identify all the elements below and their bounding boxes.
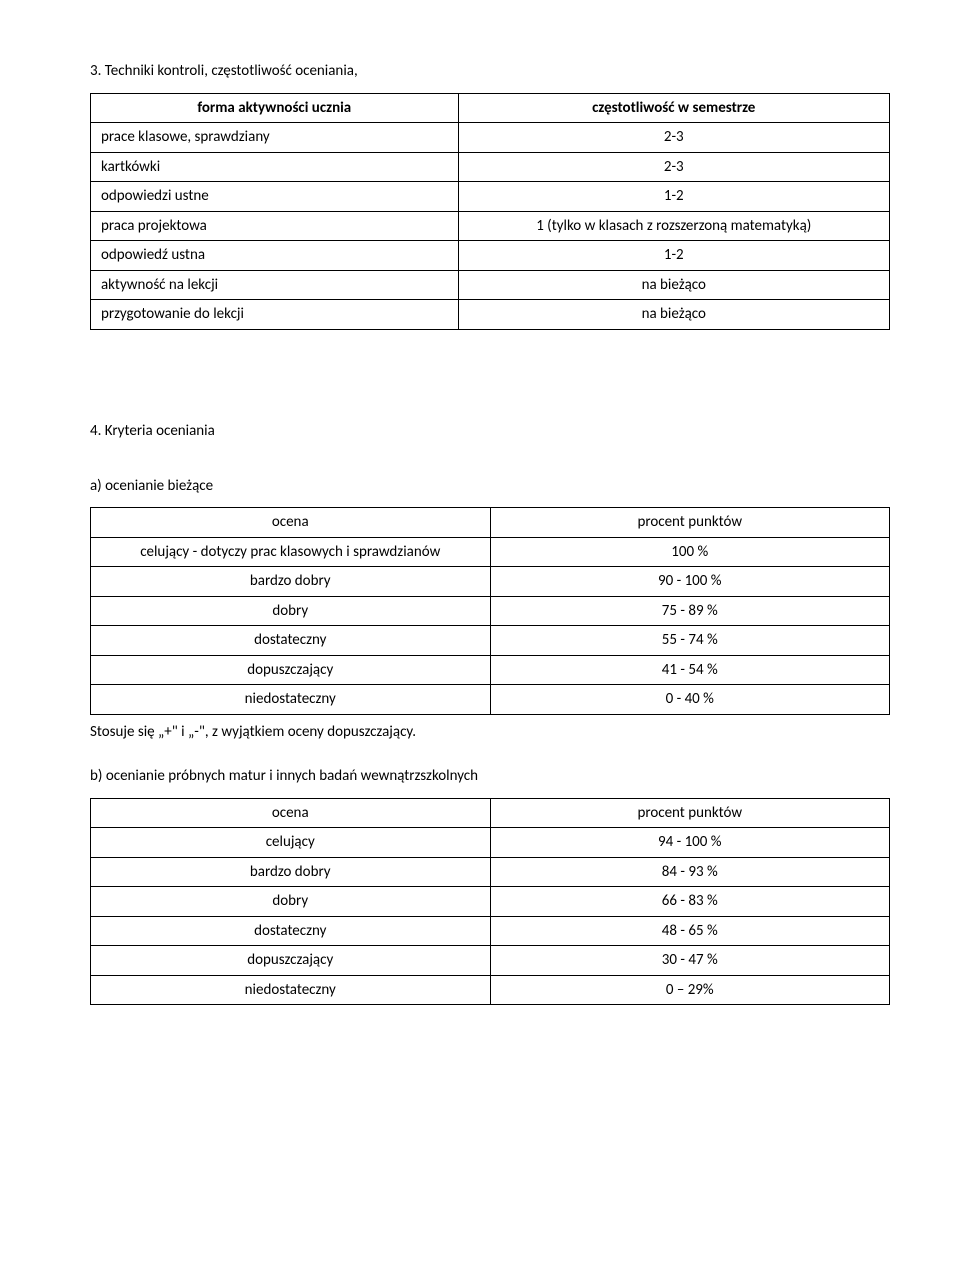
table-trial-exams: ocena procent punktów celujący94 - 100 %… <box>90 798 890 1006</box>
cell-right: 55 - 74 % <box>490 626 890 656</box>
table-techniques: forma aktywności ucznia częstotliwość w … <box>90 93 890 330</box>
table-row: dostateczny55 - 74 % <box>91 626 890 656</box>
table-current-grading: ocena procent punktów celujący - dotyczy… <box>90 507 890 715</box>
table-row: bardzo dobry84 - 93 % <box>91 857 890 887</box>
cell-left: niedostateczny <box>91 975 491 1005</box>
table-row: niedostateczny0 - 40 % <box>91 685 890 715</box>
cell-right: 100 % <box>490 537 890 567</box>
table-header-row: ocena procent punktów <box>91 798 890 828</box>
section3-title: 3. Techniki kontroli, częstotliwość ocen… <box>90 60 890 83</box>
cell-left: niedostateczny <box>91 685 491 715</box>
cell-left: celujący - dotyczy prac klasowych i spra… <box>91 537 491 567</box>
cell-right: 94 - 100 % <box>490 828 890 858</box>
col-header-left: ocena <box>91 508 491 538</box>
table-row: odpowiedź ustna1-2 <box>91 241 890 271</box>
cell-right: 1-2 <box>458 241 889 271</box>
cell-right: 2-3 <box>458 123 889 153</box>
cell-left: przygotowanie do lekcji <box>91 300 459 330</box>
cell-left: bardzo dobry <box>91 857 491 887</box>
cell-right: 66 - 83 % <box>490 887 890 917</box>
cell-left: prace klasowe, sprawdziany <box>91 123 459 153</box>
col-header-right: częstotliwość w semestrze <box>458 93 889 123</box>
table-row: celujący - dotyczy prac klasowych i spra… <box>91 537 890 567</box>
table-row: kartkówki2-3 <box>91 152 890 182</box>
table-row: praca projektowa1 (tylko w klasach z roz… <box>91 211 890 241</box>
table-row: dostateczny48 - 65 % <box>91 916 890 946</box>
cell-left: odpowiedź ustna <box>91 241 459 271</box>
cell-left: dobry <box>91 887 491 917</box>
cell-right: 84 - 93 % <box>490 857 890 887</box>
cell-left: celujący <box>91 828 491 858</box>
cell-right: 0 – 29% <box>490 975 890 1005</box>
cell-left: kartkówki <box>91 152 459 182</box>
section4-title: 4. Kryteria oceniania <box>90 420 890 443</box>
cell-left: dostateczny <box>91 626 491 656</box>
col-header-left: forma aktywności ucznia <box>91 93 459 123</box>
col-header-left: ocena <box>91 798 491 828</box>
table-row: odpowiedzi ustne1-2 <box>91 182 890 212</box>
cell-left: dopuszczający <box>91 655 491 685</box>
table-row: celujący94 - 100 % <box>91 828 890 858</box>
cell-right: na bieżąco <box>458 270 889 300</box>
table-row: dopuszczający30 - 47 % <box>91 946 890 976</box>
table-row: bardzo dobry90 - 100 % <box>91 567 890 597</box>
note-plus-minus: Stosuje się „+" i „-", z wyjątkiem oceny… <box>90 721 890 744</box>
table-row: aktywność na lekcjina bieżąco <box>91 270 890 300</box>
cell-right: 2-3 <box>458 152 889 182</box>
cell-left: aktywność na lekcji <box>91 270 459 300</box>
col-header-right: procent punktów <box>490 508 890 538</box>
cell-left: dobry <box>91 596 491 626</box>
cell-left: odpowiedzi ustne <box>91 182 459 212</box>
table-row: dobry75 - 89 % <box>91 596 890 626</box>
table-header-row: ocena procent punktów <box>91 508 890 538</box>
cell-right: 90 - 100 % <box>490 567 890 597</box>
table-row: niedostateczny0 – 29% <box>91 975 890 1005</box>
cell-left: bardzo dobry <box>91 567 491 597</box>
cell-right: 0 - 40 % <box>490 685 890 715</box>
cell-left: dostateczny <box>91 916 491 946</box>
cell-right: 30 - 47 % <box>490 946 890 976</box>
table-row: prace klasowe, sprawdziany2-3 <box>91 123 890 153</box>
cell-left: dopuszczający <box>91 946 491 976</box>
cell-left: praca projektowa <box>91 211 459 241</box>
table-row: dopuszczający41 - 54 % <box>91 655 890 685</box>
cell-right: 48 - 65 % <box>490 916 890 946</box>
table-row: dobry66 - 83 % <box>91 887 890 917</box>
cell-right: 41 - 54 % <box>490 655 890 685</box>
col-header-right: procent punktów <box>490 798 890 828</box>
section4a-title: a) ocenianie bieżące <box>90 475 890 498</box>
section4b-title: b) ocenianie próbnych matur i innych bad… <box>90 765 890 788</box>
table-row: przygotowanie do lekcjina bieżąco <box>91 300 890 330</box>
cell-right: 1 (tylko w klasach z rozszerzoną matemat… <box>458 211 889 241</box>
cell-right: na bieżąco <box>458 300 889 330</box>
table-header-row: forma aktywności ucznia częstotliwość w … <box>91 93 890 123</box>
cell-right: 75 - 89 % <box>490 596 890 626</box>
cell-right: 1-2 <box>458 182 889 212</box>
